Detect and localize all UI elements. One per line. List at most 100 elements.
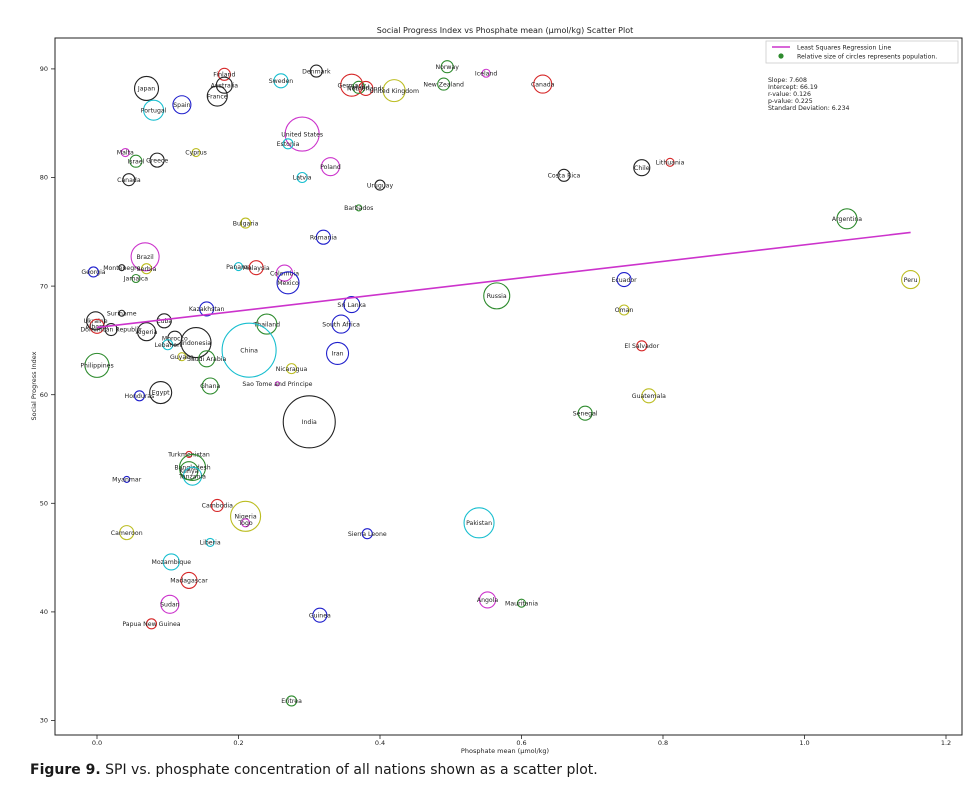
legend-line-label: Least Squares Regression Line: [797, 44, 891, 51]
data-point-label: Ukraine: [84, 318, 108, 325]
y-tick-label: 80: [40, 174, 48, 182]
data-point-label: Indonesia: [181, 340, 211, 347]
data-point: [352, 80, 366, 94]
regression-line: [96, 231, 911, 329]
data-point: [284, 116, 320, 152]
y-tick-label: 90: [40, 65, 48, 73]
data-point: [286, 363, 298, 375]
y-tick-label: 30: [40, 717, 48, 725]
figure-caption: Figure 9. SPI vs. phosphate concentratio…: [30, 762, 598, 778]
data-point: [616, 272, 632, 288]
data-point: [162, 553, 180, 571]
data-point: [145, 618, 158, 630]
data-point: [118, 264, 126, 272]
data-point-label: Oman: [615, 307, 634, 314]
data-point: [104, 322, 118, 337]
data-point: [618, 304, 630, 316]
data-point: [463, 507, 495, 539]
data-point-label: Ghana: [200, 383, 220, 390]
data-point: [340, 73, 364, 97]
data-point-label: Barbados: [344, 205, 373, 212]
data-point: [274, 381, 280, 387]
stat-std-dev: Standard Deviation: 6.234: [768, 105, 850, 112]
data-point-label: Panama: [226, 264, 251, 271]
data-point: [901, 270, 921, 290]
data-point-label: Finland: [213, 72, 235, 79]
data-point-label: Bulgaria: [233, 220, 259, 227]
data-point: [361, 528, 373, 540]
data-point: [205, 537, 215, 547]
data-point: [180, 327, 212, 359]
x-axis: 0.0 0.2 0.4 0.6 0.8 1.0 1.2: [92, 735, 951, 747]
data-point: [315, 229, 331, 245]
x-tick-label: 1.2: [941, 739, 951, 747]
y-tick-label: 70: [40, 282, 48, 290]
chart-title: Social Progress Index vs Phosphate mean …: [377, 26, 633, 35]
data-point: [641, 388, 657, 404]
data-point: [240, 217, 252, 229]
data-point: [533, 74, 553, 94]
data-point: [177, 352, 187, 362]
data-point-label: El Salvador: [624, 343, 659, 350]
data-point: [119, 525, 135, 541]
data-point-label: Togo: [237, 520, 252, 527]
data-point: [230, 500, 262, 532]
x-tick-label: 0.2: [233, 739, 243, 747]
data-point-label: Nigeria: [235, 514, 257, 521]
data-point: [358, 80, 374, 96]
data-point-label: Iceland: [475, 70, 497, 77]
data-point-label: Guinea: [309, 612, 331, 619]
data-point: [120, 147, 130, 158]
data-point: [312, 607, 328, 623]
data-point: [206, 85, 228, 107]
data-point: [180, 571, 198, 589]
data-point: [343, 296, 361, 314]
data-point: [325, 341, 350, 365]
data-point: [217, 67, 231, 81]
data-point: [172, 95, 192, 115]
data-point-label: Iran: [332, 351, 344, 358]
data-point-label: Russia: [487, 293, 507, 300]
data-point-label: Chile: [634, 165, 650, 172]
data-point-label: South Africa: [322, 321, 360, 328]
data-point-label: India: [302, 419, 317, 426]
data-point-label: Sao Tome and Principe: [242, 381, 312, 388]
data-point: [191, 147, 201, 158]
x-tick-label: 0.0: [92, 739, 102, 747]
data-point: [149, 380, 173, 405]
data-point: [636, 340, 648, 352]
data-point-label: Germany: [337, 82, 366, 89]
data-point: [136, 322, 157, 342]
data-point-label: Liberia: [200, 540, 221, 547]
data-point: [133, 390, 145, 402]
y-tick-label: 50: [40, 500, 48, 508]
data-point-label: Kazakhstan: [189, 306, 225, 313]
data-point: [282, 395, 336, 449]
data-point-label: Mozambique: [152, 559, 192, 566]
figure-caption-text: SPI vs. phosphate concentration of all n…: [100, 762, 598, 778]
data-point: [286, 695, 298, 707]
data-point-label: Uruguay: [367, 182, 394, 189]
data-point-label: Netherlands: [347, 86, 385, 93]
data-point-label: Cameroon: [111, 530, 143, 537]
data-point-label: Philippines: [80, 363, 113, 370]
data-point-label: Myanmar: [112, 477, 142, 484]
data-point-label: Montenegro: [103, 265, 140, 272]
data-point: [320, 157, 341, 177]
data-point-label: Angola: [477, 597, 499, 604]
data-point-label: Thailand: [253, 321, 281, 328]
data-point-label: Latvia: [293, 175, 312, 182]
data-point-label: Greece: [146, 157, 168, 164]
data-point: [633, 159, 651, 177]
y-axis-label: Social Progress Index: [30, 351, 38, 420]
data-point-label: China: [240, 347, 258, 354]
data-point: [198, 350, 216, 368]
stat-r-value: r-value: 0.126: [768, 91, 811, 98]
data-point: [557, 168, 571, 182]
data-point: [133, 75, 160, 101]
data-point-label: Peru: [904, 277, 918, 284]
data-point: [87, 266, 100, 278]
data-point-label: Madagascar: [170, 578, 208, 585]
data-point: [440, 60, 454, 74]
data-point-label: Mexico: [277, 280, 299, 287]
